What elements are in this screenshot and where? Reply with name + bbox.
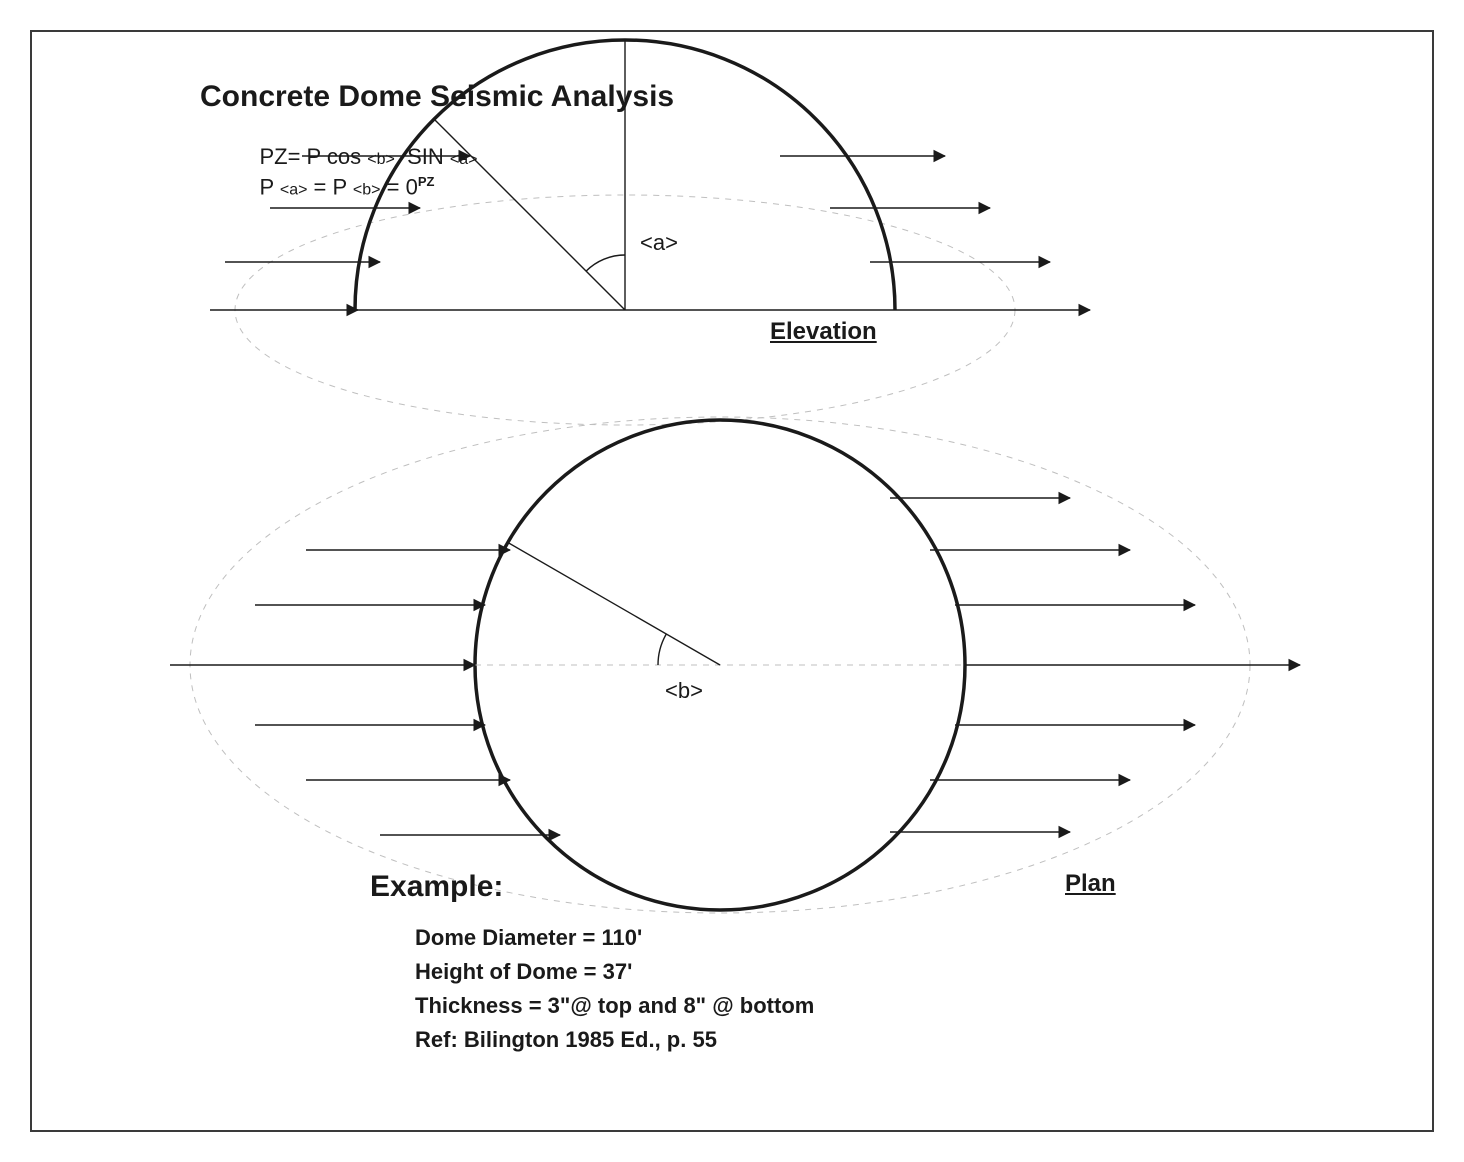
plan-label: Plan <box>1065 870 1116 898</box>
example-title: Example: <box>370 870 503 904</box>
eqn1-arg2: <a> <box>450 151 478 168</box>
eqn2-sup: PZ <box>418 174 435 189</box>
eqn2-arg1: <a> <box>280 181 308 198</box>
example-line-2: Height of Dome = 37' <box>415 959 632 985</box>
eqn2-mid: = P <box>307 174 352 199</box>
angle-b-label: <b> <box>665 678 703 704</box>
equation-line-2: P <a> = P <b> = 0PZ <box>235 148 434 226</box>
elevation-label: Elevation <box>770 318 877 346</box>
diagram-title: Concrete Dome Seismic Analysis <box>200 80 674 114</box>
example-line-3: Thickness = 3"@ top and 8" @ bottom <box>415 993 814 1019</box>
diagram-page: Concrete Dome Seismic Analysis PZ= P cos… <box>0 0 1464 1162</box>
example-line-4: Ref: Bilington 1985 Ed., p. 55 <box>415 1027 717 1053</box>
angle-a-label: <a> <box>640 230 678 256</box>
eqn2-pre: P <box>259 174 279 199</box>
eqn2-post: = 0 <box>381 174 418 199</box>
diagram-svg <box>0 0 1464 1162</box>
eqn2-arg2: <b> <box>353 181 381 198</box>
example-line-1: Dome Diameter = 110' <box>415 925 642 951</box>
